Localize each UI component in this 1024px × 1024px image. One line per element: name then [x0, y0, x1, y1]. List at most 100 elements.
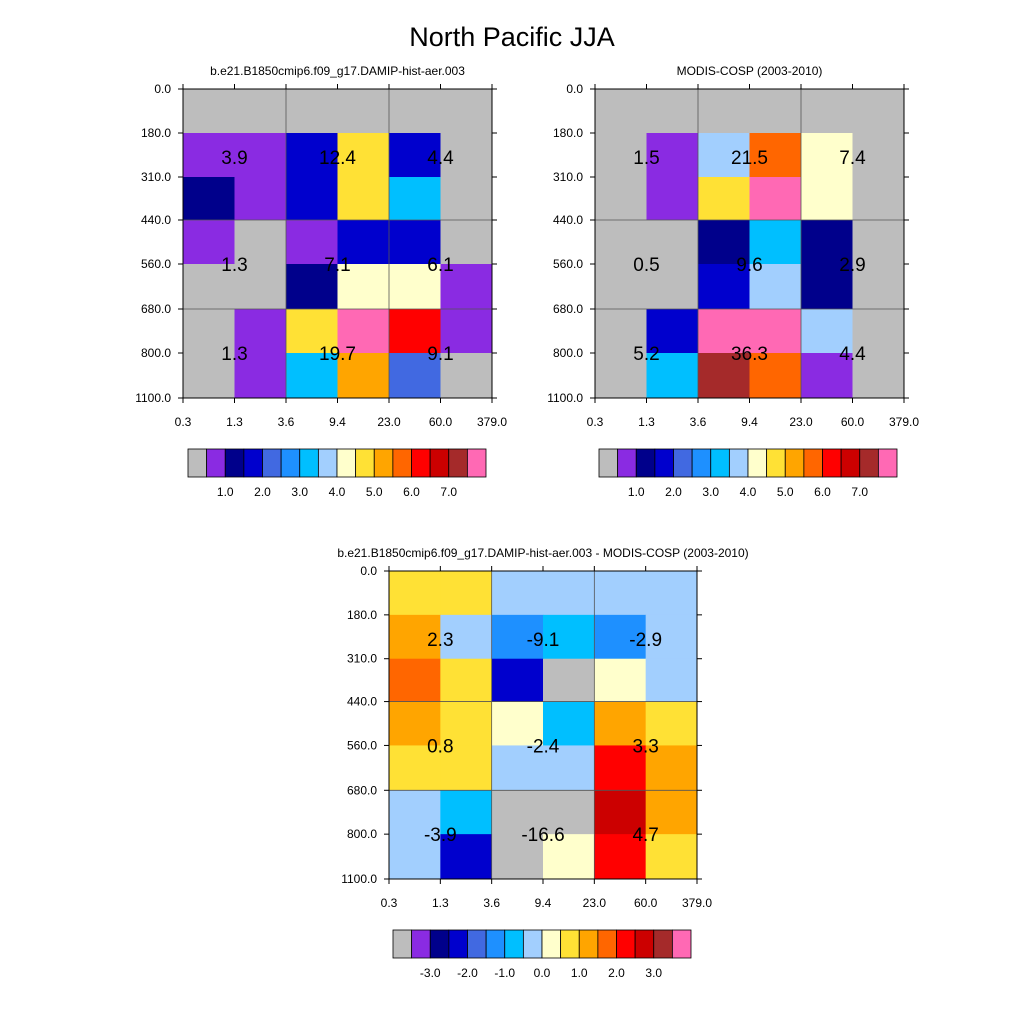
heatmap-cell [491, 790, 544, 835]
heatmap-cell [491, 834, 544, 880]
panel-3: b.e21.B1850cmip6.f09_g17.DAMIP-hist-aer.… [337, 546, 748, 980]
y-tick-label: 800.0 [141, 346, 171, 360]
x-tick-label: 3.6 [278, 415, 295, 429]
y-tick-label: 800.0 [347, 827, 377, 841]
heatmap-cell [852, 177, 905, 221]
colorbar-swatch [616, 929, 636, 959]
heatmap-cell [337, 353, 390, 399]
colorbar-swatch [822, 448, 842, 478]
heatmap-cell [337, 89, 390, 134]
y-tick-label: 440.0 [347, 695, 377, 709]
heatmap-cell [440, 177, 493, 221]
x-tick-label: 3.6 [483, 896, 500, 910]
heatmap-cell [491, 614, 544, 660]
heatmap-cell [543, 701, 595, 746]
colorbar-tick-label: 2.0 [254, 485, 271, 499]
heatmap-cell [595, 264, 647, 310]
box-value-label: 3.3 [632, 736, 658, 757]
x-tick-label: 1.3 [638, 415, 655, 429]
box-value-label: 21.5 [731, 148, 768, 169]
heatmap-cell [852, 89, 905, 134]
colorbar-tick-label: 1.0 [571, 966, 588, 980]
heatmap-cell [646, 353, 699, 399]
y-tick-label: 1100.0 [135, 391, 171, 405]
colorbar-swatch [673, 448, 693, 478]
x-tick-label: 9.4 [535, 896, 552, 910]
colorbar-tick-label: 3.0 [291, 485, 308, 499]
heatmap-cell [337, 309, 390, 354]
heatmap-cell [646, 177, 699, 221]
heatmap-cell [234, 89, 287, 134]
x-tick-label: 0.3 [175, 415, 192, 429]
heatmap-cell [286, 353, 338, 399]
colorbar-swatch [522, 929, 543, 959]
colorbar: 1.0 2.0 3.0 4.0 5.0 6.0 7.0 [187, 448, 487, 499]
heatmap-cell [646, 264, 699, 310]
heatmap-cell [440, 834, 493, 880]
heatmap-cell [801, 89, 853, 134]
panels: b.e21.B1850cmip6.f09_g17.DAMIP-hist-aer.… [135, 64, 919, 980]
heatmap-cell [389, 177, 441, 221]
heatmap-cell [183, 309, 235, 354]
y-tick-label: 180.0 [553, 126, 583, 140]
heatmap-cell [646, 309, 699, 354]
heatmap-cell [749, 220, 802, 265]
box-value-label: 9.6 [736, 255, 762, 276]
heatmap-cell [646, 133, 699, 178]
x-tick-label: 379.0 [682, 896, 712, 910]
x-tick-label: 23.0 [377, 415, 401, 429]
heatmap-cell [389, 745, 441, 791]
heatmap-cell [749, 353, 802, 399]
heatmap-cell [183, 264, 235, 310]
colorbar-swatch [336, 448, 357, 478]
colorbar-swatch [466, 448, 487, 478]
heatmap-cell [389, 658, 441, 703]
heatmap-cell [595, 220, 647, 265]
colorbar-tick-label: 5.0 [366, 485, 383, 499]
box-value-label: 0.5 [633, 255, 659, 276]
colorbar-swatch [262, 448, 282, 478]
colorbar-swatch [485, 929, 506, 959]
box-value-label: 0.8 [427, 736, 453, 757]
colorbar-swatch [710, 448, 730, 478]
x-tick-label: 23.0 [789, 415, 813, 429]
heatmap-cell [852, 353, 905, 399]
x-tick-label: 9.4 [329, 415, 346, 429]
heatmap-cell [595, 133, 647, 178]
heatmap-cell [698, 177, 750, 221]
heatmap-cell [852, 309, 905, 354]
y-tick-label: 0.0 [360, 564, 377, 578]
heatmap-cell [749, 309, 802, 354]
y-tick-label: 440.0 [553, 213, 583, 227]
colorbar-swatch [617, 448, 637, 478]
box-value-label: 1.3 [221, 344, 247, 365]
heatmap-cell [389, 790, 441, 835]
colorbar-swatch [299, 448, 319, 478]
box-value-label: 5.2 [633, 344, 659, 365]
heatmap-cell [389, 353, 441, 399]
colorbar-tick-label: 6.0 [403, 485, 420, 499]
x-tick-label: 1.3 [226, 415, 243, 429]
heatmap-cell [749, 264, 802, 310]
colorbar-swatch [859, 448, 879, 478]
colorbar-swatch [429, 929, 450, 959]
panel-1: b.e21.B1850cmip6.f09_g17.DAMIP-hist-aer.… [135, 64, 507, 499]
box-value-label: -2.9 [629, 630, 662, 651]
colorbar-swatch [598, 448, 619, 478]
heatmap-cell [337, 220, 390, 265]
colorbar-swatch [187, 448, 208, 478]
heatmap-cell [543, 658, 595, 703]
y-tick-label: 310.0 [553, 170, 583, 184]
box-value-label: -9.1 [527, 630, 560, 651]
heatmap-cell [801, 264, 853, 310]
colorbar-swatch [373, 448, 394, 478]
colorbar-swatch [541, 929, 562, 959]
heatmap-cell [543, 614, 595, 660]
heatmap-cell [698, 264, 750, 310]
heatmap-cell [389, 309, 441, 354]
heatmap-cell [389, 133, 441, 178]
colorbar: -3.0 -2.0 -1.0 0.0 1.0 2.0 3.0 [392, 929, 692, 980]
heatmap-cell [698, 353, 750, 399]
heatmap-cell [594, 571, 647, 616]
y-tick-label: 680.0 [553, 302, 583, 316]
